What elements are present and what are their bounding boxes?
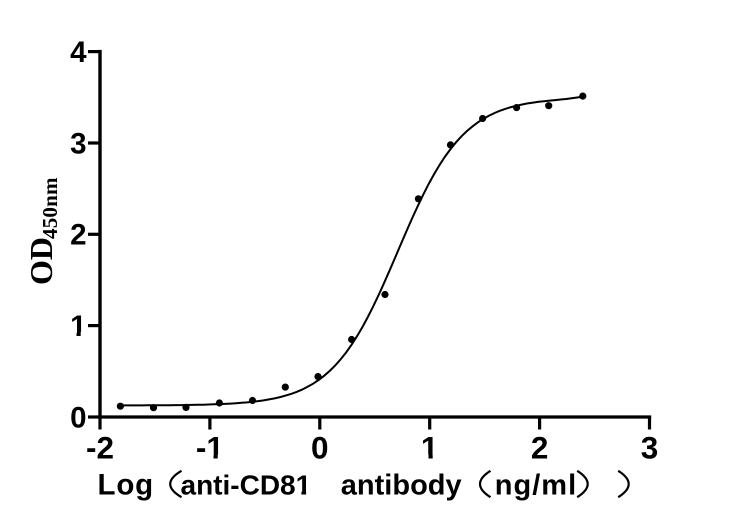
svg-text:antibody: antibody bbox=[341, 469, 462, 501]
svg-text:3: 3 bbox=[641, 430, 659, 466]
svg-text:Log: Log bbox=[98, 468, 154, 501]
svg-text:3: 3 bbox=[70, 127, 86, 160]
svg-text:2: 2 bbox=[531, 430, 549, 466]
svg-text:4: 4 bbox=[70, 36, 87, 69]
svg-text:0: 0 bbox=[311, 430, 329, 466]
svg-text:0: 0 bbox=[70, 401, 86, 434]
svg-text:-2: -2 bbox=[86, 430, 114, 466]
svg-text:1: 1 bbox=[70, 310, 86, 343]
svg-text:ng/ml: ng/ml bbox=[495, 469, 577, 501]
svg-text:anti-CD81: anti-CD81 bbox=[181, 469, 312, 500]
svg-text:2: 2 bbox=[70, 219, 86, 252]
